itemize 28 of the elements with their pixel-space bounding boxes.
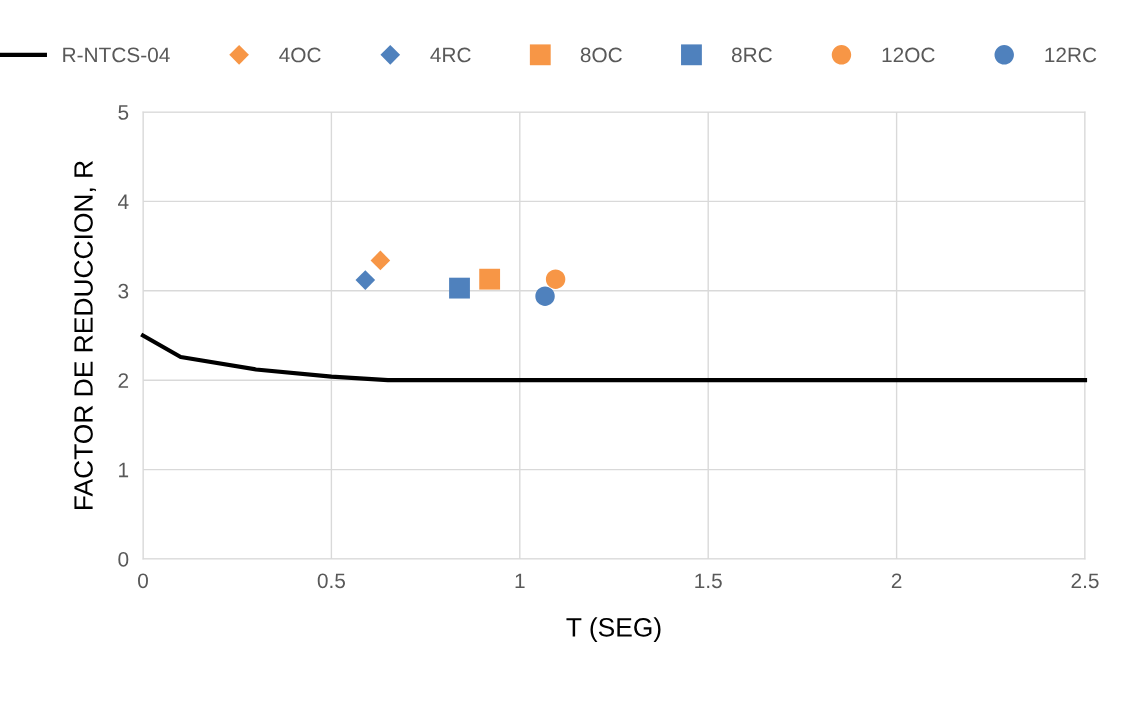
- y-tick-label: 5: [118, 105, 129, 120]
- point: [545, 269, 566, 289]
- line-series: [140, 333, 1088, 383]
- x-tick-label: 0.5: [317, 573, 346, 589]
- legend-label: 8RC: [731, 47, 772, 63]
- y-axis-title: FACTOR DE REDUCCION, R: [74, 161, 96, 510]
- x-tick-label: 2: [891, 573, 902, 588]
- legend-label: 4RC: [430, 47, 471, 63]
- legend-label: R-NTCS-04: [63, 47, 170, 63]
- legend-label: 12OC: [882, 47, 935, 63]
- legend-label: 12RC: [1045, 47, 1097, 63]
- y-tick-label: 0: [118, 552, 129, 567]
- point: [449, 277, 470, 299]
- y-tick-label: 3: [118, 283, 129, 299]
- y-tick-label: 2: [118, 373, 129, 388]
- legend-label: 4OC: [279, 47, 321, 63]
- y-tick-label: 1: [119, 462, 129, 478]
- x-axis-title: T (SEG): [566, 617, 661, 642]
- y-tick-label: 4: [118, 194, 129, 209]
- point: [370, 250, 391, 271]
- legend-label: 8OC: [580, 47, 622, 63]
- point: [535, 286, 555, 306]
- x-tick-label: 1.5: [695, 573, 722, 589]
- point: [479, 268, 501, 290]
- point: [355, 270, 376, 290]
- x-tick-label: 0: [138, 573, 148, 589]
- x-tick-label: 1: [515, 573, 525, 588]
- x-tick-label: 2.5: [1071, 573, 1099, 589]
